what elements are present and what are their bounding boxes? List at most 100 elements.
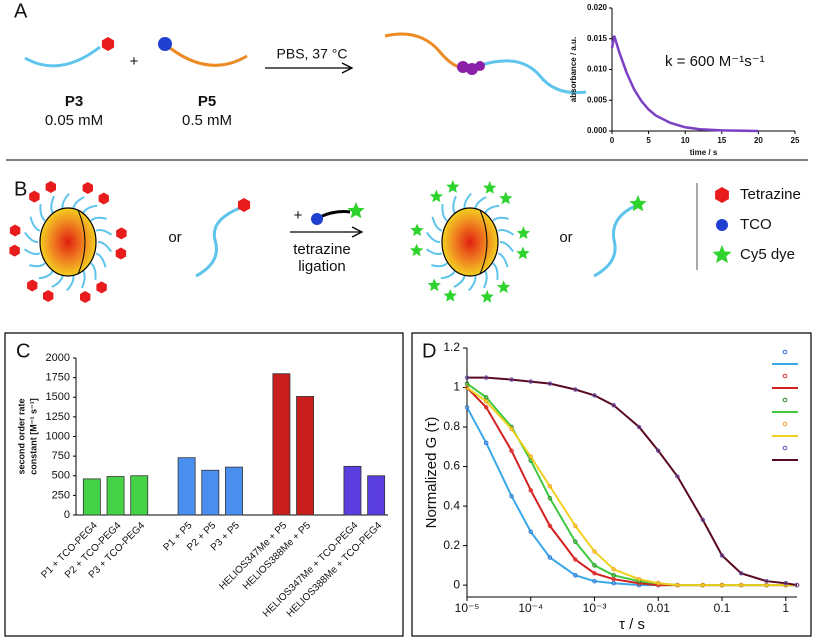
or: or <box>559 229 572 246</box>
data-point <box>547 555 553 560</box>
chain <box>452 195 457 214</box>
chain <box>492 262 499 280</box>
chain <box>95 252 107 268</box>
y-tick-label: 1750 <box>46 372 70 384</box>
data-point <box>700 517 706 523</box>
data-point <box>719 553 725 558</box>
legend-icon <box>716 219 728 231</box>
data-point <box>528 454 534 459</box>
bar <box>225 466 243 516</box>
data-point <box>573 557 578 562</box>
chain <box>463 192 472 210</box>
x-tick-label: 1 <box>782 601 789 615</box>
y-tick-label: 0.010 <box>587 65 608 74</box>
data-point <box>509 426 514 432</box>
or: or <box>168 229 181 246</box>
end-group <box>116 227 127 240</box>
chain <box>95 228 113 236</box>
tco-icon <box>311 213 323 225</box>
data-point <box>464 375 470 380</box>
legend-label: Cy5 dye <box>740 246 795 263</box>
x-tick-label: 25 <box>791 136 800 145</box>
data-point <box>464 405 470 410</box>
y-tick-label: 1 <box>453 380 460 394</box>
data-point <box>547 484 553 489</box>
y-tick-label: 1.2 <box>443 340 460 354</box>
product-polymer <box>384 32 467 69</box>
data-point <box>547 523 553 529</box>
fit-line <box>466 386 797 587</box>
micelle <box>409 180 531 303</box>
linker <box>319 210 351 219</box>
end-group <box>9 224 21 237</box>
end-group <box>82 182 93 194</box>
end-group <box>446 180 460 193</box>
panel-frame <box>4 332 404 637</box>
x-tick-label: 20 <box>754 136 763 145</box>
bar <box>177 457 196 516</box>
data-point <box>738 571 744 576</box>
x-axis-title: τ / s <box>619 616 645 633</box>
chain <box>468 274 477 292</box>
compound-label: P3 <box>65 93 83 110</box>
core <box>441 207 499 277</box>
x-tick-label: 0.01 <box>647 601 671 615</box>
chain <box>51 274 64 288</box>
product-polymer <box>477 59 587 95</box>
panel-label: D <box>422 340 436 362</box>
arrow-head <box>341 62 354 74</box>
data-point <box>738 582 744 588</box>
end-group <box>429 189 443 203</box>
decay-line <box>610 35 759 133</box>
tetrazine-icon <box>101 37 115 51</box>
bar <box>343 465 362 516</box>
end-group <box>98 192 109 205</box>
chain <box>90 216 107 222</box>
data-point <box>794 582 800 588</box>
plus: + <box>130 53 139 70</box>
chain <box>484 204 500 214</box>
y-tick-label: 2000 <box>46 352 70 364</box>
y-axis-title: constant [M⁻¹ s⁻¹] <box>28 398 38 475</box>
chain <box>497 252 509 268</box>
chain <box>24 231 39 243</box>
chain <box>29 216 41 232</box>
core-edge <box>479 209 488 275</box>
core <box>39 207 97 277</box>
legend-label: TCO <box>740 216 772 233</box>
data-point <box>464 385 470 390</box>
y-axis-title: absorbance / a.u. <box>569 37 578 102</box>
x-tick-label: 15 <box>717 136 726 145</box>
chain <box>50 195 55 214</box>
tco-icon <box>158 37 172 51</box>
chain <box>82 204 98 214</box>
x-tick-label: 0 <box>610 136 615 145</box>
end-group <box>480 290 494 303</box>
data-point <box>573 523 578 529</box>
data-point <box>547 381 553 386</box>
data-point <box>528 488 534 493</box>
x-axis-title: time / s <box>690 148 718 157</box>
data-point <box>675 582 680 588</box>
concentration: 0.5 mM <box>182 112 232 129</box>
x-tick-label: 5 <box>646 136 651 145</box>
chain <box>453 274 466 288</box>
x-tick-label: 10 <box>681 136 690 145</box>
concentration: 0.05 mM <box>45 112 103 129</box>
data-point <box>509 377 514 382</box>
legend-label: Tetrazine <box>740 186 801 203</box>
data-point <box>656 448 661 454</box>
data-point <box>675 474 680 479</box>
data-point <box>509 493 514 499</box>
compound-label: P5 <box>198 93 216 110</box>
fit-line <box>466 382 797 587</box>
y-tick-label: 0.005 <box>587 95 608 104</box>
chain <box>431 216 443 232</box>
adduct <box>457 61 469 73</box>
end-group <box>29 190 40 203</box>
legend-marker <box>782 421 788 427</box>
chain <box>499 241 514 253</box>
chain <box>483 270 488 289</box>
data-point <box>483 440 489 446</box>
